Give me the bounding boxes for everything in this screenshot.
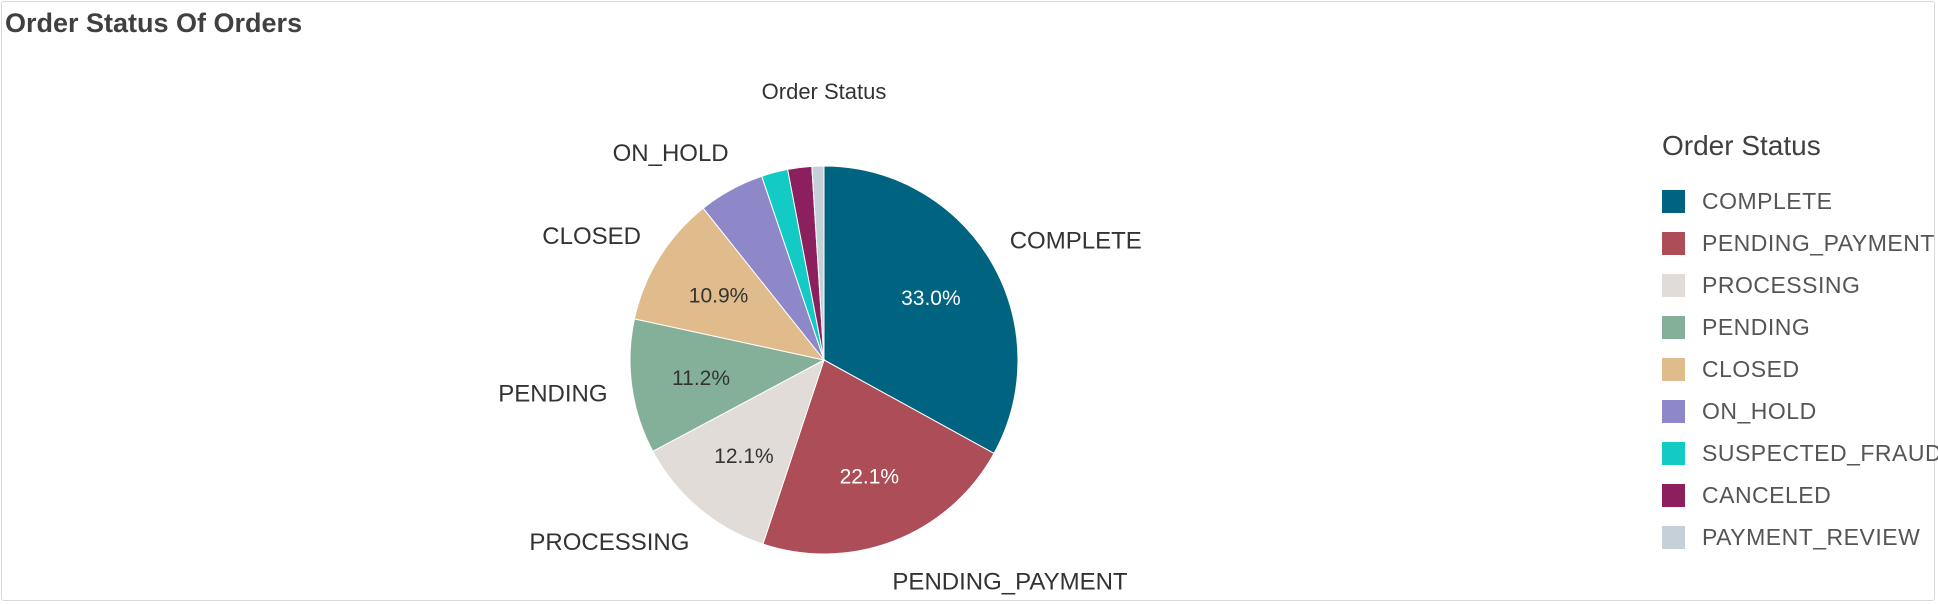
value-label-closed: 10.9% (689, 284, 749, 307)
slice-closed[interactable] (633, 207, 826, 361)
slice-label-processing: PROCESSING (529, 529, 689, 556)
value-label-pending-payment: 22.1% (840, 466, 900, 489)
legend-item-canceled[interactable]: CANCELED (1662, 474, 1938, 516)
slice-label-on-hold: ON_HOLD (613, 140, 729, 167)
legend-label: PENDING_PAYMENT (1702, 229, 1935, 256)
legend-item-processing[interactable]: PROCESSING (1662, 264, 1938, 306)
legend-item-complete[interactable]: COMPLETE (1662, 180, 1938, 222)
legend-label: PROCESSING (1702, 271, 1861, 298)
slice-pending[interactable] (629, 318, 826, 452)
legend-swatch (1662, 315, 1685, 339)
legend-swatch (1662, 273, 1685, 297)
value-label-pending: 11.2% (672, 367, 730, 390)
legend-swatch (1662, 441, 1685, 465)
legend: Order Status COMPLETE PENDING_PAYMENT PROC… (1662, 130, 1938, 558)
legend-swatch (1662, 525, 1685, 549)
slice-label-pending-payment: PENDING_PAYMENT (892, 568, 1127, 595)
legend-label: ON_HOLD (1702, 397, 1817, 424)
legend-item-on-hold[interactable]: ON_HOLD (1662, 390, 1938, 432)
legend-swatch (1662, 231, 1685, 255)
slice-payment-review[interactable] (811, 165, 825, 361)
slice-label-pending: PENDING (498, 381, 607, 408)
legend-swatch (1662, 189, 1685, 213)
legend-swatch (1662, 399, 1685, 423)
slice-pending-payment[interactable] (762, 359, 995, 555)
chart-title: Order Status (762, 79, 887, 104)
slice-label-complete: COMPLETE (1010, 228, 1142, 255)
legend-item-pending[interactable]: PENDING (1662, 306, 1938, 348)
legend-item-payment-review[interactable]: PAYMENT_REVIEW (1662, 516, 1938, 558)
slice-processing[interactable] (652, 358, 825, 545)
legend-item-pending-payment[interactable]: PENDING_PAYMENT (1662, 222, 1938, 264)
slice-label-closed: CLOSED (542, 223, 641, 250)
legend-label: PENDING (1702, 313, 1811, 340)
legend-label: CLOSED (1702, 355, 1800, 382)
value-label-complete: 33.0% (901, 287, 961, 310)
legend-label: SUSPECTED_FRAUD (1702, 439, 1938, 466)
panel-title: Order Status Of Orders (5, 8, 303, 38)
legend-title: Order Status (1662, 130, 1821, 161)
legend-swatch (1662, 483, 1685, 507)
legend-item-closed[interactable]: CLOSED (1662, 348, 1938, 390)
legend-item-suspected-fraud[interactable]: SUSPECTED_FRAUD (1662, 432, 1938, 474)
slice-complete[interactable] (823, 165, 1019, 455)
legend-label: COMPLETE (1702, 187, 1833, 214)
legend-label: CANCELED (1702, 481, 1832, 508)
legend-label: PAYMENT_REVIEW (1702, 523, 1921, 550)
value-label-processing: 12.1% (714, 445, 774, 468)
legend-swatch (1662, 357, 1685, 381)
